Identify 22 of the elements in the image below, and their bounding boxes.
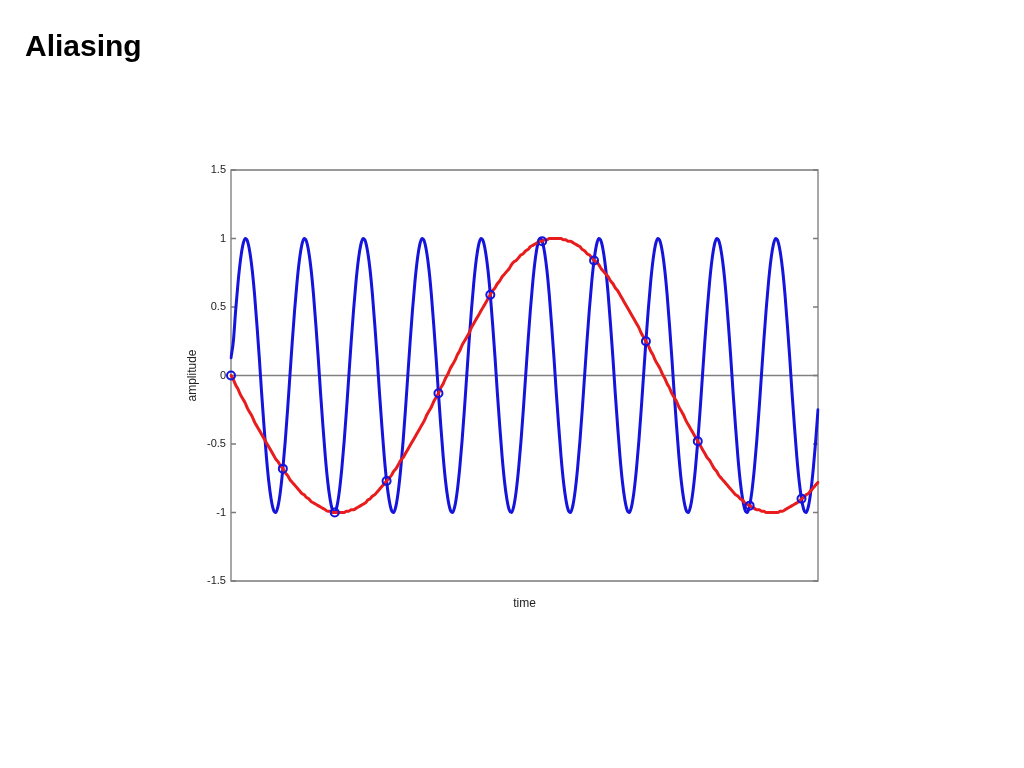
point	[537, 236, 548, 247]
point	[589, 255, 600, 266]
point	[226, 370, 236, 381]
y-tick-label: -1.5	[207, 574, 226, 587]
y-tick-label: 1.5	[210, 163, 226, 176]
point	[329, 507, 340, 518]
point	[796, 493, 807, 504]
y-tick-label: 1	[219, 231, 226, 244]
point	[744, 500, 755, 511]
y-tick-label: 0	[219, 368, 226, 381]
point	[433, 388, 444, 399]
y-tick-label: -0.5	[207, 437, 226, 450]
point	[692, 436, 703, 447]
point	[640, 336, 651, 347]
x-axis-title: time	[513, 596, 537, 611]
point	[277, 463, 288, 474]
y-tick-label: -1	[216, 505, 226, 518]
y-tick-label: 0.5	[210, 300, 226, 313]
point	[485, 289, 496, 300]
y-axis-title: amplitude	[184, 349, 199, 402]
point	[381, 475, 392, 486]
chart-title: Aliasing	[25, 29, 142, 63]
